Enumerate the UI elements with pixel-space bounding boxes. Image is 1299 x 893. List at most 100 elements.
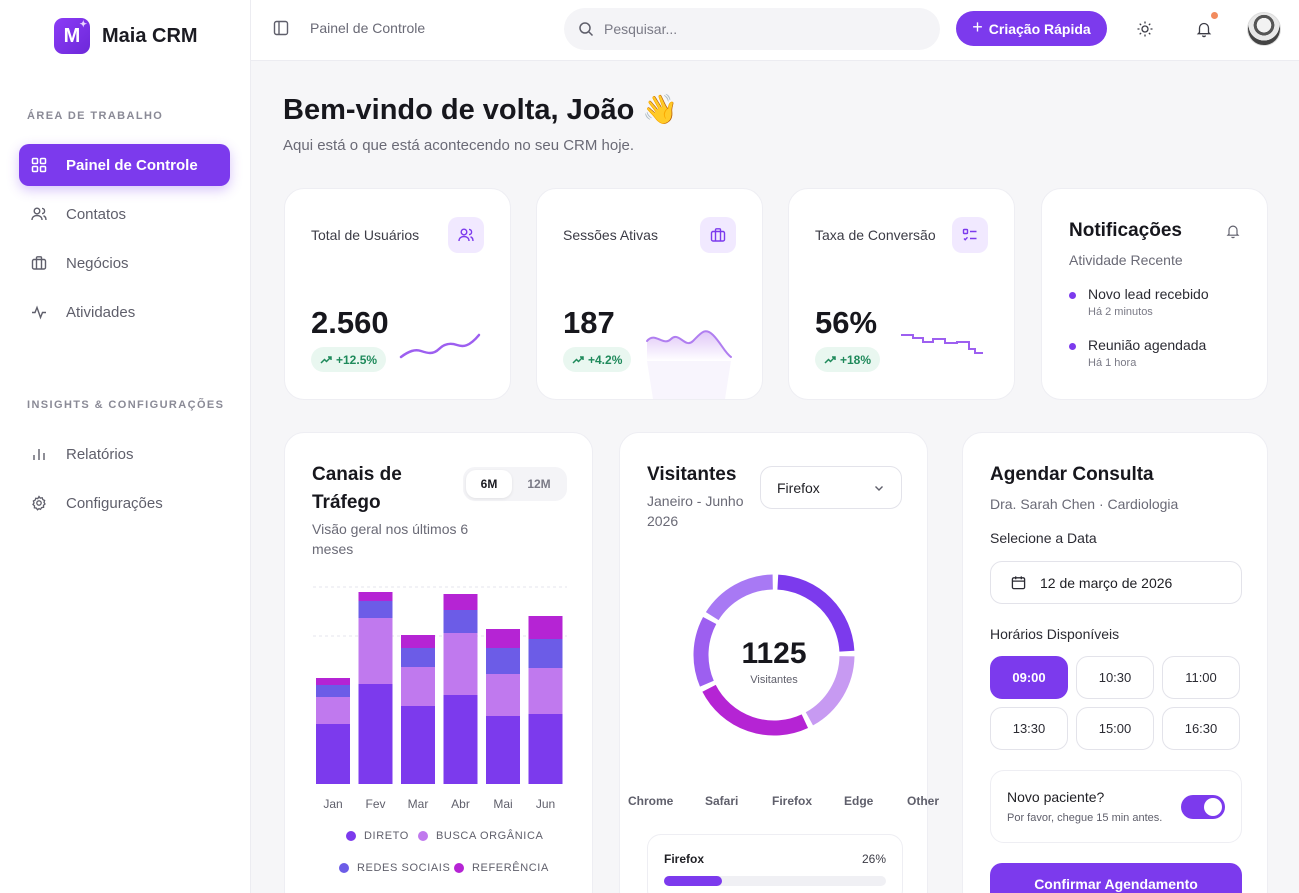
- page-title: Bem-vindo de volta, João 👋: [283, 94, 679, 126]
- stat-title: Total de Usuários: [311, 227, 420, 243]
- legend-label: DIRETO: [364, 830, 409, 842]
- new-patient-note: Por favor, chegue 15 min antes.: [1007, 812, 1163, 824]
- time-slot-button[interactable]: 11:00: [1162, 656, 1240, 699]
- browser-label[interactable]: Chrome: [628, 794, 674, 808]
- notification-time: Há 1 hora: [1088, 357, 1137, 369]
- legend-item: DIRETO: [346, 830, 409, 842]
- bar-segment: [528, 639, 563, 668]
- period-12m-button[interactable]: 12M: [527, 477, 551, 491]
- bar-segment: [443, 633, 478, 695]
- time-slot-button[interactable]: 09:00: [990, 656, 1068, 699]
- quick-create-button[interactable]: + Criação Rápida: [956, 11, 1107, 46]
- bar-segment: [401, 706, 435, 784]
- notification-text: Reunião agendada: [1088, 337, 1207, 353]
- list-check-icon: [952, 217, 988, 253]
- donut-slice: [805, 655, 855, 726]
- appointment-title: Agendar Consulta: [990, 464, 1154, 485]
- sidebar-item-label: Atividades: [66, 303, 136, 321]
- legend-label: REDES SOCIAIS: [357, 862, 451, 874]
- sparkline-chart: [901, 334, 983, 354]
- sidebar-item-dashboard[interactable]: Painel de Controle: [19, 144, 230, 186]
- time-slot-button[interactable]: 15:00: [1076, 707, 1154, 750]
- notification-dot: [1211, 12, 1218, 19]
- bar-segment: [316, 697, 350, 724]
- stat-value: 187: [563, 305, 615, 340]
- users-icon: [448, 217, 484, 253]
- stat-title: Taxa de Conversão: [815, 227, 936, 243]
- sparkline-chart: [646, 330, 732, 399]
- sidebar-toggle-icon[interactable]: [273, 20, 289, 36]
- browser-detail-label: Firefox: [664, 852, 705, 866]
- traffic-card: Canais de Tráfego Visão geral nos último…: [284, 432, 593, 893]
- sidebar-item-contacts[interactable]: Contatos: [19, 193, 230, 235]
- x-tick-label: Mar: [408, 797, 429, 811]
- stat-card-conversion: Taxa de Conversão 56% +18%: [788, 188, 1015, 400]
- sidebar-item-label: Relatórios: [66, 445, 134, 463]
- notification-item[interactable]: Novo lead recebido Há 2 minutos: [1069, 286, 1209, 318]
- browser-label[interactable]: Safari: [705, 794, 739, 808]
- section-label-insights: INSIGHTS & CONFIGURAÇÕES: [27, 399, 225, 411]
- date-picker[interactable]: 12 de março de 2026: [990, 561, 1242, 604]
- bar-segment: [443, 610, 478, 633]
- avatar[interactable]: [1247, 12, 1281, 46]
- change-badge: +18%: [815, 347, 881, 372]
- trend-up-icon: [824, 355, 836, 364]
- sidebar-item-reports[interactable]: Relatórios: [19, 433, 230, 475]
- notification-item[interactable]: Reunião agendada Há 1 hora: [1069, 337, 1206, 369]
- bar-segment: [401, 667, 435, 706]
- stat-title: Sessões Ativas: [563, 227, 658, 243]
- donut-slice: [693, 616, 717, 687]
- change-value: +12.5%: [336, 352, 378, 367]
- stat-card-users: Total de Usuários 2.560 +12.5%: [284, 188, 511, 400]
- confirm-appointment-button[interactable]: Confirmar Agendamento: [990, 863, 1242, 893]
- brand-name: Maia CRM: [102, 24, 198, 47]
- section-label-workspace: ÁREA DE TRABALHO: [27, 110, 164, 122]
- doctor-info: Dra. Sarah Chen · Cardiologia: [990, 496, 1179, 512]
- notification-time: Há 2 minutos: [1088, 306, 1153, 318]
- bar-segment: [358, 684, 393, 784]
- bar-segment: [401, 648, 435, 667]
- bar-segment: [486, 648, 520, 674]
- plus-icon: +: [972, 17, 983, 37]
- brand[interactable]: M ✦ Maia CRM: [54, 18, 198, 54]
- donut-slice: [777, 574, 855, 652]
- bell-icon[interactable]: [1225, 223, 1241, 239]
- donut-center-value: 1125: [741, 637, 806, 670]
- browser-select[interactable]: Firefox: [760, 466, 902, 509]
- top-header: Painel de Controle + Criação Rápida: [251, 0, 1299, 61]
- grid-icon: [31, 157, 47, 173]
- legend-item: REFERÊNCIA: [454, 862, 549, 874]
- visitors-title: Visitantes: [647, 464, 737, 485]
- sidebar: M ✦ Maia CRM ÁREA DE TRABALHO Painel de …: [0, 0, 251, 893]
- time-slot-button[interactable]: 13:30: [990, 707, 1068, 750]
- bell-icon[interactable]: [1195, 20, 1213, 38]
- sun-icon[interactable]: [1136, 20, 1154, 38]
- page-subtitle: Aqui está o que está acontecendo no seu …: [283, 137, 635, 154]
- browser-label[interactable]: Other: [907, 794, 940, 808]
- notifications-subtitle: Atividade Recente: [1069, 252, 1183, 268]
- browser-label[interactable]: Firefox: [772, 794, 813, 808]
- period-6m-button[interactable]: 6M: [466, 470, 512, 498]
- search-bar[interactable]: [564, 8, 940, 50]
- time-slot-button[interactable]: 16:30: [1162, 707, 1240, 750]
- trend-up-icon: [572, 355, 584, 364]
- visitors-subtitle: Janeiro - Junho 2026: [647, 493, 744, 529]
- sidebar-item-label: Contatos: [66, 205, 127, 223]
- legend-dot: [418, 831, 428, 841]
- new-patient-toggle[interactable]: [1181, 795, 1225, 819]
- notification-bullet: [1069, 343, 1076, 350]
- bar-segment: [443, 695, 478, 784]
- sidebar-item-activities[interactable]: Atividades: [19, 291, 230, 333]
- trend-up-icon: [320, 355, 332, 364]
- sidebar-item-settings[interactable]: Configurações: [19, 482, 230, 524]
- time-slot-button[interactable]: 10:30: [1076, 656, 1154, 699]
- breadcrumb: Painel de Controle: [310, 20, 426, 36]
- search-input[interactable]: [604, 21, 904, 37]
- date-value: 12 de março de 2026: [1040, 574, 1173, 591]
- sidebar-item-deals[interactable]: Negócios: [19, 242, 230, 284]
- browser-label[interactable]: Edge: [844, 794, 874, 808]
- bar-segment: [316, 685, 350, 697]
- progress-fill: [664, 876, 722, 886]
- bar-segment: [316, 724, 350, 784]
- slots-label: Horários Disponíveis: [990, 626, 1120, 642]
